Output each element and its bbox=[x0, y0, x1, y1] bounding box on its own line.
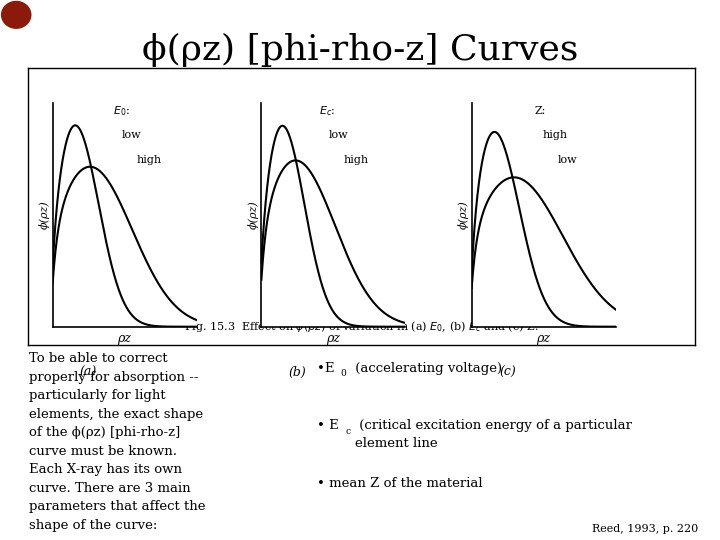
Text: To be able to correct
properly for absorption --
particularly for light
elements: To be able to correct properly for absor… bbox=[29, 352, 205, 532]
Text: (a): (a) bbox=[80, 366, 97, 379]
Text: low: low bbox=[329, 131, 348, 140]
Text: c: c bbox=[346, 427, 351, 436]
Text: high: high bbox=[343, 155, 369, 165]
Y-axis label: ϕ(ρz): ϕ(ρz) bbox=[458, 200, 469, 229]
Text: Reed, 1993, p. 220: Reed, 1993, p. 220 bbox=[592, 524, 698, 534]
Text: (b): (b) bbox=[289, 366, 306, 379]
X-axis label: ρz: ρz bbox=[326, 332, 341, 345]
Text: •E: •E bbox=[317, 362, 334, 375]
Text: Z:: Z: bbox=[535, 106, 546, 116]
Text: low: low bbox=[558, 155, 577, 165]
Text: (c): (c) bbox=[499, 366, 516, 379]
Text: high: high bbox=[542, 131, 567, 140]
Text: $E_0$:: $E_0$: bbox=[113, 104, 130, 118]
Text: $E_c$:: $E_c$: bbox=[319, 104, 336, 118]
Text: (accelerating voltage): (accelerating voltage) bbox=[351, 362, 503, 375]
Circle shape bbox=[1, 2, 31, 28]
Text: • mean Z of the material: • mean Z of the material bbox=[317, 477, 482, 490]
Text: (critical excitation energy of a particular
element line: (critical excitation energy of a particu… bbox=[355, 419, 632, 450]
Text: 0: 0 bbox=[341, 369, 346, 379]
Text: high: high bbox=[136, 155, 161, 165]
Text: UW- Madison Geology  777: UW- Madison Geology 777 bbox=[48, 8, 206, 18]
Y-axis label: ϕ(ρz): ϕ(ρz) bbox=[248, 200, 258, 229]
Text: Fig. 15.3  Effect on $\phi(\rho z)$ of variation in (a) $E_0$, (b) $E_c$ and (c): Fig. 15.3 Effect on $\phi(\rho z)$ of va… bbox=[184, 319, 539, 334]
Text: ϕ(ρz) [phi-rho-z] Curves: ϕ(ρz) [phi-rho-z] Curves bbox=[142, 33, 578, 67]
Text: • E: • E bbox=[317, 419, 338, 432]
Y-axis label: ϕ(ρz): ϕ(ρz) bbox=[39, 200, 50, 229]
X-axis label: ρz: ρz bbox=[117, 332, 132, 345]
Text: low: low bbox=[122, 131, 141, 140]
X-axis label: ρz: ρz bbox=[536, 332, 551, 345]
